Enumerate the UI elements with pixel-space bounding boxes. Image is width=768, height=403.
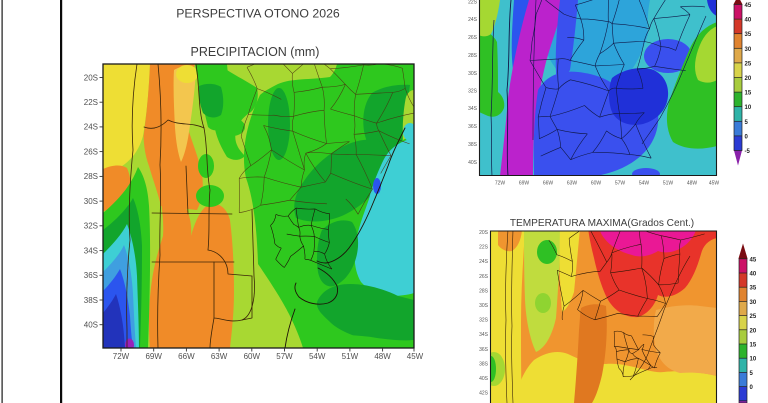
svg-text:15: 15 [745,91,752,97]
svg-text:42S: 42S [479,391,489,397]
svg-text:45: 45 [750,257,757,263]
svg-text:24S: 24S [479,259,489,265]
svg-text:32S: 32S [479,318,489,324]
svg-text:28S: 28S [468,53,478,59]
svg-text:36S: 36S [84,271,98,280]
svg-text:38S: 38S [84,296,98,305]
svg-text:40S: 40S [84,321,98,330]
svg-text:32S: 32S [468,89,478,95]
svg-text:22S: 22S [479,245,489,251]
svg-text:34S: 34S [84,246,98,255]
svg-text:26S: 26S [479,274,489,280]
svg-text:54W: 54W [639,181,650,187]
svg-text:48W: 48W [687,181,698,187]
svg-text:30S: 30S [468,71,478,77]
svg-text:15: 15 [750,343,757,349]
svg-text:36S: 36S [468,124,478,130]
svg-text:-5: -5 [745,149,751,155]
svg-text:35: 35 [750,286,757,292]
svg-text:0: 0 [745,134,749,140]
svg-text:45W: 45W [709,181,720,187]
svg-text:22S: 22S [468,0,478,6]
svg-text:45: 45 [745,3,752,9]
svg-text:57W: 57W [615,181,626,187]
svg-text:51W: 51W [663,181,674,187]
svg-text:36S: 36S [479,347,489,353]
svg-text:66W: 66W [543,181,554,187]
svg-text:20: 20 [750,328,757,334]
svg-text:66W: 66W [178,352,195,361]
svg-text:20S: 20S [479,230,489,236]
svg-text:40: 40 [750,272,757,278]
svg-text:60W: 60W [244,352,261,361]
svg-text:PERSPECTIVA OTONO 2026: PERSPECTIVA OTONO 2026 [176,7,340,21]
svg-text:30S: 30S [84,197,98,206]
svg-text:60W: 60W [591,181,602,187]
svg-text:26S: 26S [84,147,98,156]
svg-text:54W: 54W [309,352,326,361]
svg-text:38S: 38S [479,361,489,367]
svg-text:0: 0 [750,385,754,391]
svg-text:34S: 34S [479,332,489,338]
svg-text:28S: 28S [479,288,489,294]
svg-text:30S: 30S [479,303,489,309]
svg-text:22S: 22S [84,98,98,107]
svg-text:28S: 28S [84,172,98,181]
svg-text:38S: 38S [468,142,478,148]
svg-text:24S: 24S [84,123,98,132]
svg-text:24S: 24S [468,17,478,23]
svg-text:51W: 51W [342,352,359,361]
svg-text:10: 10 [750,357,757,363]
svg-text:72W: 72W [495,181,506,187]
svg-text:57W: 57W [276,352,293,361]
svg-text:TEMPERATURA MAXIMA(Grados Cent: TEMPERATURA MAXIMA(Grados Cent.) [510,218,694,229]
svg-text:48W: 48W [374,352,391,361]
svg-text:63W: 63W [211,352,228,361]
svg-text:40: 40 [745,18,752,24]
svg-text:25: 25 [745,61,752,67]
svg-text:PRECIPITACION (mm): PRECIPITACION (mm) [191,45,320,59]
svg-text:5: 5 [750,371,754,377]
svg-text:40S: 40S [468,160,478,166]
svg-text:63W: 63W [567,181,578,187]
svg-text:69W: 69W [519,181,530,187]
svg-text:30: 30 [750,300,757,306]
svg-text:30: 30 [745,47,752,53]
svg-text:20S: 20S [84,74,98,83]
svg-text:69W: 69W [145,352,162,361]
svg-text:25: 25 [750,314,757,320]
svg-text:40S: 40S [479,376,489,382]
svg-text:10: 10 [745,105,752,111]
svg-text:35: 35 [745,32,752,38]
svg-text:5: 5 [745,120,749,126]
svg-text:34S: 34S [468,106,478,112]
svg-text:32S: 32S [84,222,98,231]
svg-text:45W: 45W [407,352,424,361]
svg-text:72W: 72W [113,352,130,361]
svg-text:26S: 26S [468,35,478,41]
svg-text:20: 20 [745,76,752,82]
